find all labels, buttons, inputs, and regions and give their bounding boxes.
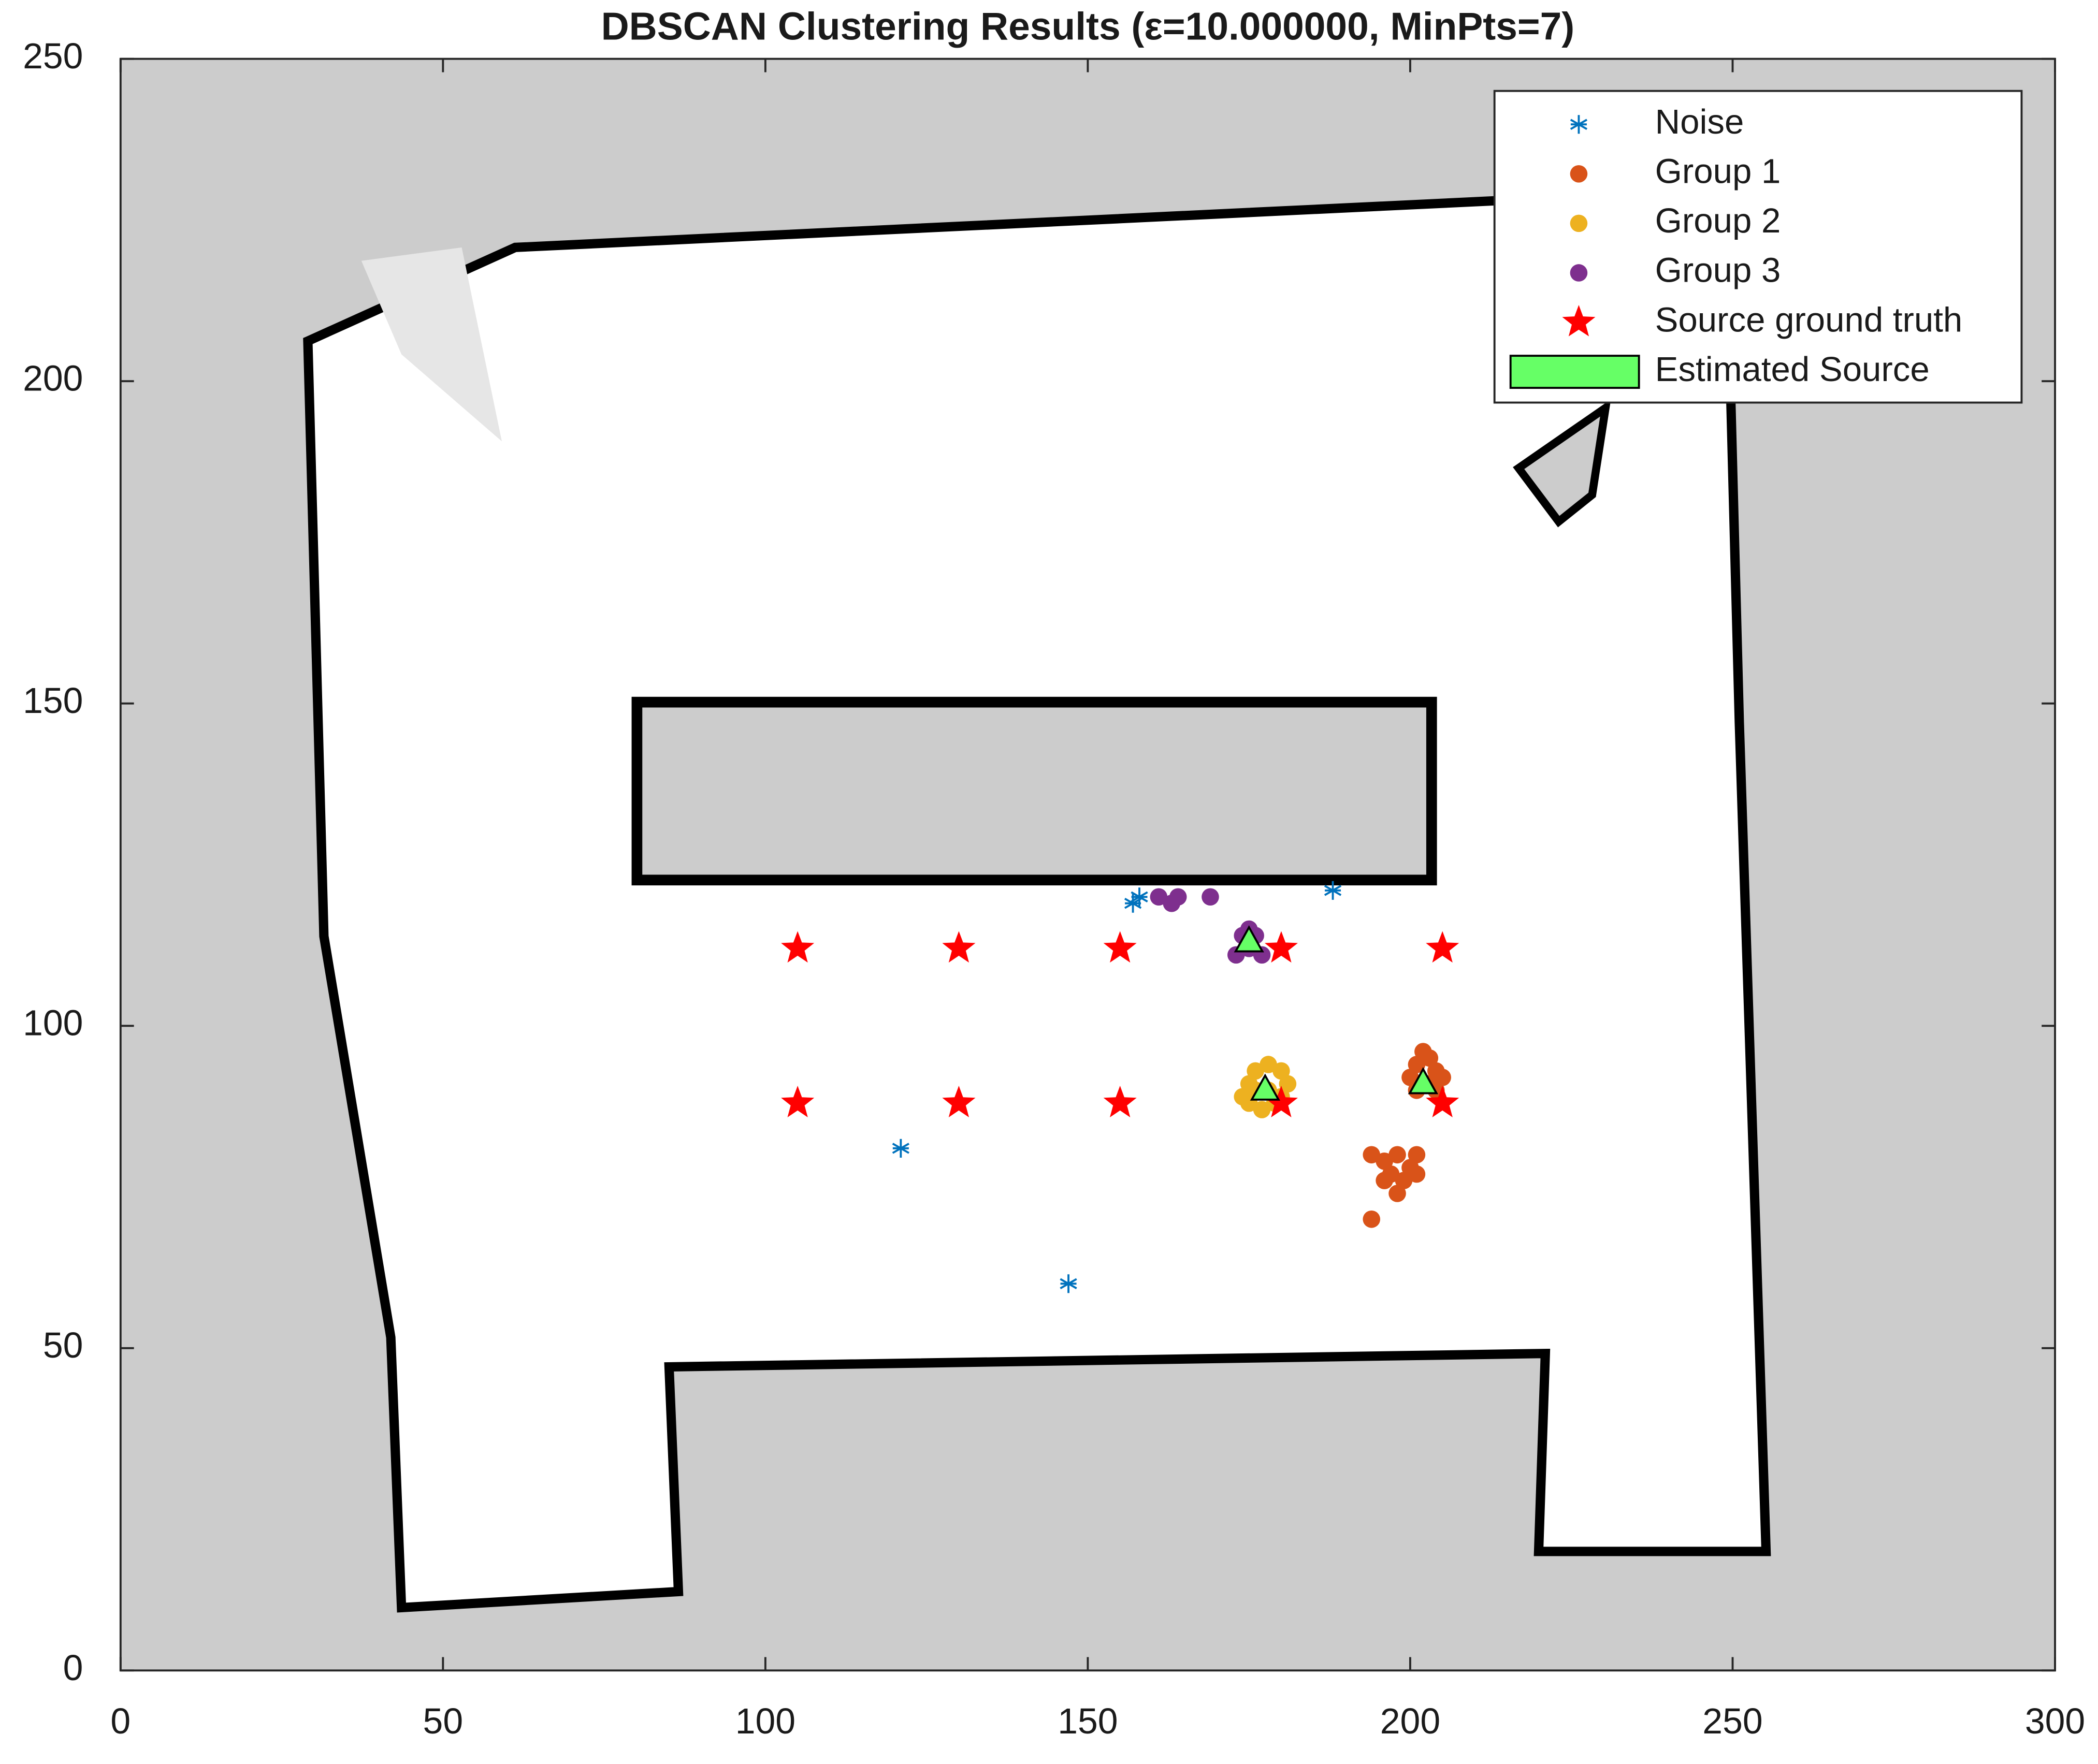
cluster-point xyxy=(1401,1069,1419,1086)
noise-point xyxy=(1570,115,1588,134)
cluster-point xyxy=(1150,888,1168,906)
source-star xyxy=(781,1085,815,1117)
cluster-point xyxy=(1570,214,1588,232)
cluster-point xyxy=(1408,1146,1426,1164)
noise-point xyxy=(1060,1274,1077,1293)
x-tick-label: 0 xyxy=(110,1701,131,1741)
cluster-point xyxy=(1260,1056,1277,1073)
source-star xyxy=(1103,1085,1137,1117)
legend-swatch xyxy=(1509,355,1640,389)
source-star xyxy=(1426,931,1459,963)
y-tick-label: 200 xyxy=(23,358,83,399)
y-tick-label: 150 xyxy=(23,680,83,721)
source-star xyxy=(1264,1085,1298,1117)
cluster-point xyxy=(1272,1062,1290,1080)
x-tick-label: 150 xyxy=(1058,1701,1118,1741)
estimate-triangle xyxy=(1250,1073,1280,1101)
cluster-point xyxy=(1408,1056,1426,1073)
noise-point xyxy=(1131,887,1148,907)
cluster-point xyxy=(1570,264,1588,282)
cluster-point xyxy=(1388,1185,1406,1202)
cluster-point xyxy=(1408,1165,1426,1183)
cluster-point xyxy=(1395,1172,1413,1189)
chart-title: DBSCAN Clustering Results (ε=10.000000, … xyxy=(601,5,1575,48)
x-tick-label: 50 xyxy=(423,1701,464,1741)
map-obstacle xyxy=(1513,399,1611,528)
legend-label: Source ground truth xyxy=(1655,300,1963,339)
cluster-point xyxy=(1202,888,1219,906)
cluster-point xyxy=(1169,888,1187,906)
noise-point xyxy=(1324,881,1342,900)
source-star xyxy=(1562,304,1596,337)
x-tick-label: 250 xyxy=(1702,1701,1762,1741)
cluster-point xyxy=(1253,1101,1271,1118)
y-tick-label: 100 xyxy=(23,1003,83,1043)
estimate-triangle xyxy=(1408,1067,1438,1095)
y-tick-label: 0 xyxy=(63,1648,83,1688)
legend-label: Estimated Source xyxy=(1655,350,1930,389)
x-tick-label: 100 xyxy=(735,1701,795,1741)
cluster-point xyxy=(1376,1172,1393,1189)
cluster-point xyxy=(1376,1152,1393,1170)
y-tick-label: 50 xyxy=(43,1325,83,1365)
cluster-point xyxy=(1363,1211,1381,1228)
cluster-point xyxy=(1570,165,1588,183)
cluster-point xyxy=(1421,1049,1439,1067)
map-obstacle xyxy=(631,696,1437,886)
cluster-point xyxy=(1388,1146,1406,1164)
cluster-point xyxy=(1363,1146,1381,1164)
y-tick-label: 250 xyxy=(23,36,83,76)
map-shadow xyxy=(361,247,502,442)
source-star xyxy=(1426,1085,1459,1117)
noise-point xyxy=(892,1139,909,1158)
cluster-point xyxy=(1279,1075,1297,1093)
source-star xyxy=(1264,931,1298,963)
cluster-point xyxy=(1434,1069,1451,1086)
x-tick-label: 300 xyxy=(2025,1701,2085,1741)
x-tick-label: 200 xyxy=(1380,1701,1440,1741)
source-star xyxy=(942,931,976,963)
legend-label: Group 2 xyxy=(1655,201,1781,240)
legend-label: Group 1 xyxy=(1655,152,1781,191)
source-star xyxy=(942,1085,976,1117)
estimate-triangle xyxy=(1234,925,1264,953)
legend-label: Group 3 xyxy=(1655,251,1781,290)
legend-label: Noise xyxy=(1655,103,1744,141)
source-star xyxy=(781,931,815,963)
cluster-point xyxy=(1247,1062,1264,1080)
legend-box xyxy=(1493,90,2023,404)
source-star xyxy=(1103,931,1137,963)
